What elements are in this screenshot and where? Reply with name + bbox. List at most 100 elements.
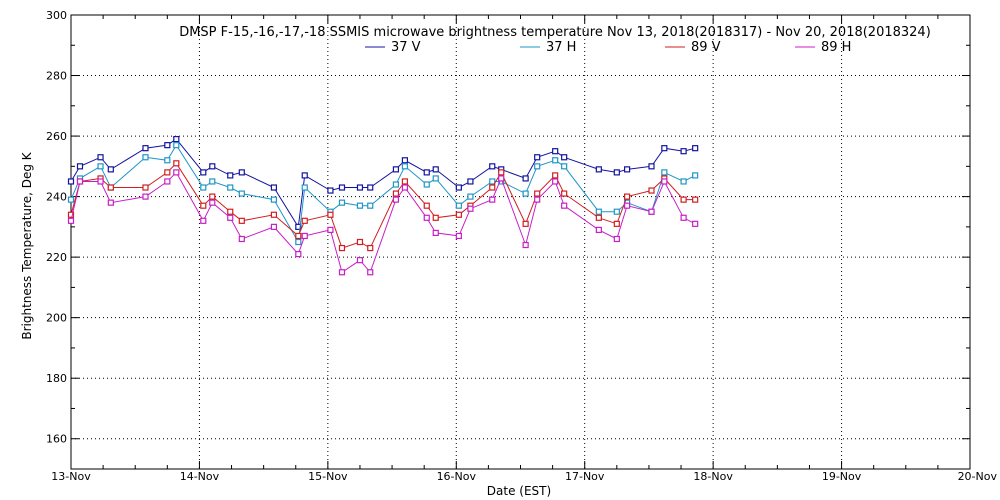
- x-tick-label: 14-Nov: [180, 470, 220, 483]
- data-point: [164, 169, 171, 176]
- x-axis-title: Date (EST): [487, 484, 551, 498]
- data-point: [552, 148, 559, 155]
- data-point: [613, 169, 620, 176]
- data-point: [489, 163, 496, 170]
- data-point: [522, 220, 529, 227]
- data-point: [301, 172, 308, 179]
- data-point: [489, 178, 496, 185]
- data-point: [67, 211, 75, 218]
- data-point: [423, 202, 430, 209]
- data-point: [467, 193, 474, 200]
- series-37-v: [67, 135, 699, 230]
- data-point: [401, 163, 409, 170]
- data-point: [76, 163, 84, 170]
- data-point: [455, 184, 462, 191]
- data-point: [561, 190, 568, 197]
- data-point: [613, 208, 620, 215]
- data-point: [455, 232, 462, 240]
- data-point: [76, 178, 84, 185]
- data-point: [367, 184, 374, 191]
- data-point: [552, 172, 559, 179]
- data-point: [534, 154, 541, 161]
- data-point: [107, 166, 114, 173]
- data-point: [67, 178, 75, 185]
- data-point: [142, 154, 149, 161]
- data-point: [200, 217, 207, 224]
- data-point: [238, 217, 245, 224]
- data-point: [356, 238, 364, 246]
- data-point: [534, 190, 541, 197]
- data-point: [613, 220, 620, 227]
- data-point: [392, 181, 400, 188]
- data-point: [534, 196, 541, 203]
- data-point: [209, 193, 216, 200]
- data-point: [270, 223, 278, 230]
- data-point: [561, 154, 568, 161]
- data-point: [356, 184, 364, 191]
- data-point: [67, 196, 75, 203]
- data-point: [692, 220, 699, 227]
- data-point: [680, 178, 687, 185]
- y-axis-title: Brightness Temperature, Deg K: [20, 151, 34, 339]
- data-point: [498, 169, 505, 176]
- x-tick-label: 13-Nov: [51, 470, 91, 483]
- data-point: [270, 196, 278, 203]
- data-point: [97, 178, 104, 185]
- data-point: [97, 163, 104, 170]
- data-point: [173, 135, 180, 143]
- data-point: [209, 199, 216, 206]
- data-point: [367, 269, 374, 276]
- legend-item: 89 V: [665, 40, 721, 55]
- data-point: [680, 214, 687, 221]
- data-point: [164, 142, 171, 149]
- y-tick-label: 260: [46, 130, 67, 143]
- data-point: [680, 196, 687, 203]
- data-point: [423, 169, 430, 176]
- data-point: [552, 178, 559, 185]
- data-point: [392, 190, 400, 197]
- data-point: [338, 269, 346, 276]
- data-point: [327, 187, 334, 194]
- data-point: [227, 208, 234, 215]
- data-point: [238, 190, 245, 197]
- data-point: [467, 205, 474, 212]
- data-point: [200, 184, 207, 191]
- data-point: [680, 148, 687, 155]
- data-point: [623, 202, 631, 209]
- data-point: [498, 175, 505, 182]
- data-point: [692, 172, 699, 179]
- data-point: [338, 244, 346, 252]
- data-point: [327, 226, 334, 233]
- legend-item: 37 V: [365, 40, 421, 55]
- data-point: [432, 175, 439, 182]
- data-point: [392, 166, 400, 173]
- x-tick-label: 20-Nov: [958, 470, 998, 483]
- data-point: [467, 178, 474, 185]
- data-point: [327, 211, 334, 218]
- data-point: [238, 169, 245, 176]
- y-tick-label: 240: [46, 191, 67, 204]
- legend-label: 37 H: [546, 40, 576, 55]
- legend: 37 V 37 H 89 V 89 H: [365, 40, 851, 55]
- data-point: [401, 184, 409, 191]
- x-tick-label: 16-Nov: [437, 470, 477, 483]
- data-point: [295, 223, 302, 230]
- data-point: [200, 202, 207, 209]
- data-point: [142, 184, 149, 191]
- data-point: [200, 169, 207, 176]
- x-tick-label: 17-Nov: [565, 470, 605, 483]
- data-point: [392, 196, 400, 203]
- data-point: [367, 202, 374, 209]
- series-layer: [67, 135, 699, 276]
- data-point: [613, 235, 620, 243]
- axes: 160 180 200 220 240 260 280 300 13-Nov 14-Nov 15-N…: [46, 9, 997, 483]
- data-point: [561, 202, 568, 209]
- data-point: [595, 166, 602, 173]
- data-point: [238, 235, 245, 243]
- data-point: [270, 184, 278, 191]
- data-point: [692, 196, 699, 203]
- data-point: [455, 211, 462, 218]
- data-point: [661, 145, 668, 152]
- data-point: [595, 208, 602, 215]
